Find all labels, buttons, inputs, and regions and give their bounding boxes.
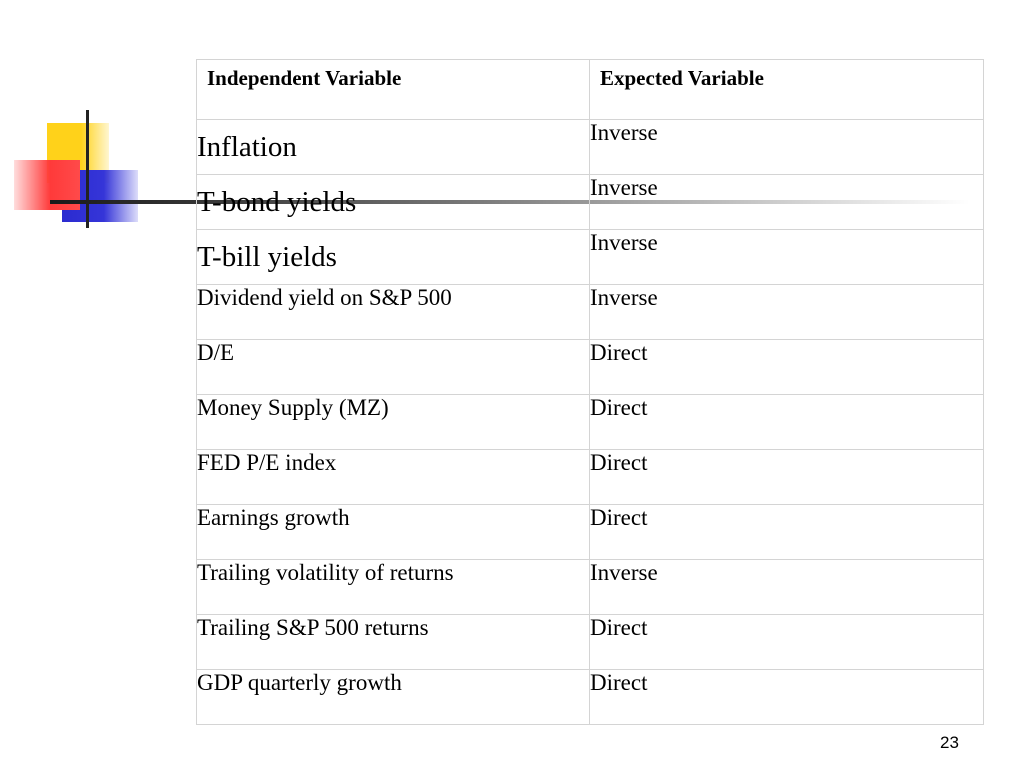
blue-square-decoration xyxy=(62,170,138,222)
relationship-cell: Direct xyxy=(589,504,984,560)
variable-cell: Trailing S&P 500 returns xyxy=(196,614,590,670)
variable-cell: FED P/E index xyxy=(196,449,590,505)
relationship-cell: Inverse xyxy=(589,119,984,175)
relationship-table: Independent Variable Expected Variable I… xyxy=(196,59,984,725)
red-square-decoration xyxy=(14,160,80,210)
page-number: 23 xyxy=(940,733,959,752)
table-row: T-bill yields Inverse xyxy=(196,229,984,285)
yellow-square-decoration xyxy=(47,123,109,183)
table-row: Dividend yield on S&P 500 Inverse xyxy=(196,284,984,340)
table-row: Trailing S&P 500 returns Direct xyxy=(196,614,984,670)
variable-cell: Inflation xyxy=(196,119,590,175)
relationship-cell: Direct xyxy=(589,614,984,670)
variable-cell: T-bill yields xyxy=(196,229,590,285)
relationship-cell: Inverse xyxy=(589,174,984,230)
relationship-cell: Direct xyxy=(589,449,984,505)
header-expected-variable: Expected Variable xyxy=(589,59,984,120)
table-row: D/E Direct xyxy=(196,339,984,395)
vertical-rule-decoration xyxy=(86,110,89,228)
relationship-cell: Inverse xyxy=(589,229,984,285)
variable-cell: Dividend yield on S&P 500 xyxy=(196,284,590,340)
table-header-row: Independent Variable Expected Variable xyxy=(196,59,984,120)
variable-cell: Trailing volatility of returns xyxy=(196,559,590,615)
relationship-cell: Direct xyxy=(589,394,984,450)
table-row: T-bond yields Inverse xyxy=(196,174,984,230)
table-row: FED P/E index Direct xyxy=(196,449,984,505)
table-row: Earnings growth Direct xyxy=(196,504,984,560)
table-row: Inflation Inverse xyxy=(196,119,984,175)
relationship-cell: Inverse xyxy=(589,559,984,615)
table-row: GDP quarterly growth Direct xyxy=(196,669,984,725)
variable-cell: GDP quarterly growth xyxy=(196,669,590,725)
table-row: Money Supply (MZ) Direct xyxy=(196,394,984,450)
relationship-cell: Direct xyxy=(589,669,984,725)
header-independent-variable: Independent Variable xyxy=(196,59,590,120)
table-row: Trailing volatility of returns Inverse xyxy=(196,559,984,615)
variable-cell: Earnings growth xyxy=(196,504,590,560)
relationship-cell: Inverse xyxy=(589,284,984,340)
relationship-cell: Direct xyxy=(589,339,984,395)
variable-cell: T-bond yields xyxy=(196,174,590,230)
variable-cell: Money Supply (MZ) xyxy=(196,394,590,450)
variable-cell: D/E xyxy=(196,339,590,395)
